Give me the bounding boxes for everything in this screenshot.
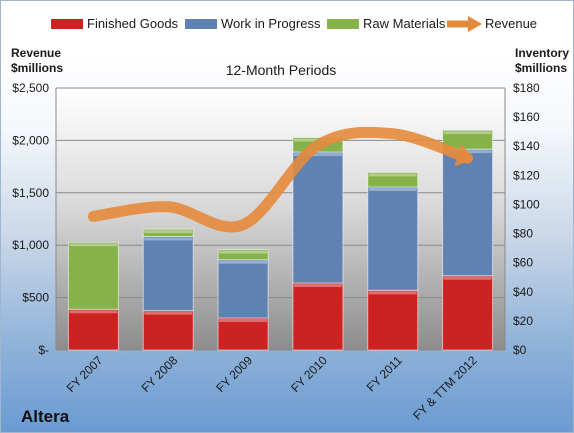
bar-raw-materials — [67, 241, 119, 310]
right-tick-label: $80 — [513, 227, 533, 241]
brand-label: Altera — [21, 407, 70, 426]
right-tick-label: $20 — [513, 314, 533, 328]
revenue-arrowhead — [454, 143, 474, 167]
bar-work-in-progress — [367, 186, 419, 291]
bar-raw-materials — [442, 129, 494, 150]
legend-label-revenue: Revenue — [485, 16, 537, 31]
bar-highlight — [368, 173, 417, 177]
bar-finished-goods — [142, 310, 194, 351]
x-tick-label: FY 2010 — [288, 353, 330, 395]
bar-highlight — [368, 187, 417, 191]
right-tick-label: $140 — [513, 139, 540, 153]
legend-label-work-in-progress: Work in Progress — [221, 16, 321, 31]
x-tick-label: FY & TTM 2012 — [410, 353, 480, 423]
bar-highlight — [219, 260, 268, 264]
bar-finished-goods — [217, 317, 269, 351]
left-tick-label: $500 — [22, 291, 49, 305]
bar-raw-materials — [367, 171, 419, 188]
legend-swatch-finished-goods — [51, 19, 83, 29]
right-tick-label: $40 — [513, 285, 533, 299]
bar-raw-materials — [142, 228, 194, 237]
bar-highlight — [219, 250, 268, 254]
right-tick-label: $160 — [513, 110, 540, 124]
bar-work-in-progress — [292, 151, 344, 284]
revenue-line — [87, 126, 474, 233]
gridlines — [55, 87, 506, 351]
bar-highlight — [69, 310, 118, 314]
right-axis-title-line2: $millions — [515, 61, 567, 75]
legend-swatch-work-in-progress — [185, 19, 217, 29]
bar-highlight — [293, 153, 342, 157]
legend-label-raw-materials: Raw Materials — [363, 16, 446, 31]
bar-finished-goods — [442, 275, 494, 351]
right-axis-ticks: $0 $20 $40 $60 $80 $100 $120 $140 $160 $180 — [513, 81, 540, 357]
legend-label-finished-goods: Finished Goods — [87, 16, 179, 31]
plot-area — [56, 88, 505, 350]
left-axis-title-line2: $millions — [11, 61, 63, 75]
bar-highlight — [368, 291, 417, 295]
bars — [67, 129, 494, 351]
x-axis-ticks: FY 2007 FY 2008 FY 2009 FY 2010 FY 2011 FY & … — [64, 353, 480, 423]
bar-work-in-progress — [442, 148, 494, 277]
x-tick-label: FY 2009 — [213, 353, 255, 395]
chart-title: 12-Month Periods — [226, 62, 337, 78]
bar-raw-materials — [217, 249, 269, 261]
left-tick-label: $1,500 — [12, 186, 49, 200]
left-axis-title-line1: Revenue — [11, 46, 61, 60]
x-tick-label: FY 2011 — [364, 353, 405, 394]
left-tick-label: $2,000 — [12, 133, 49, 147]
legend-arrow-revenue — [468, 16, 482, 32]
bar-highlight — [219, 318, 268, 322]
right-tick-label: $0 — [513, 343, 527, 357]
bar-highlight — [443, 150, 492, 154]
bar-highlight — [69, 243, 118, 247]
x-tick-label: FY 2008 — [139, 353, 181, 395]
bar-highlight — [144, 237, 193, 241]
legend: Finished Goods Work in Progress Raw Mate… — [51, 16, 537, 32]
bar-finished-goods — [367, 289, 419, 351]
bar-highlight — [144, 311, 193, 315]
bar-highlight — [443, 276, 492, 280]
legend-swatch-raw-materials — [327, 19, 359, 29]
bar-work-in-progress — [142, 235, 194, 312]
left-tick-label: $1,000 — [12, 238, 49, 252]
bar-highlight — [293, 284, 342, 288]
x-tick-label: FY 2007 — [64, 353, 106, 395]
right-tick-label: $100 — [513, 197, 540, 211]
left-tick-label: $- — [38, 343, 49, 357]
left-axis-ticks: $- $500 $1,000 $1,500 $2,000 $2,500 — [12, 81, 49, 357]
left-tick-label: $2,500 — [12, 81, 49, 95]
right-axis-title-line1: Inventory — [515, 46, 569, 60]
right-tick-label: $180 — [513, 81, 540, 95]
bar-finished-goods — [292, 282, 344, 351]
bar-highlight — [443, 131, 492, 135]
right-tick-label: $60 — [513, 256, 533, 270]
right-tick-label: $120 — [513, 168, 540, 182]
bar-highlight — [144, 230, 193, 234]
revenue-line-path — [87, 126, 474, 233]
bar-finished-goods — [67, 308, 119, 351]
bar-work-in-progress — [217, 259, 269, 319]
